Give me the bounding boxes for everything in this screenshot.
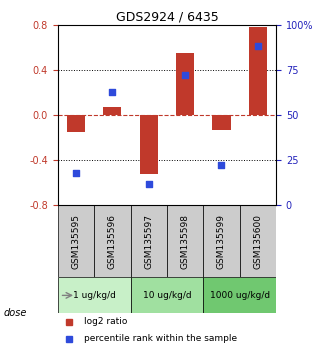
Text: GSM135595: GSM135595: [72, 214, 81, 269]
FancyBboxPatch shape: [58, 205, 94, 277]
FancyBboxPatch shape: [94, 205, 131, 277]
Point: [219, 162, 224, 168]
Bar: [176, 53, 194, 115]
Title: GDS2924 / 6435: GDS2924 / 6435: [116, 11, 218, 24]
Point: [255, 44, 260, 49]
Text: 1 ug/kg/d: 1 ug/kg/d: [73, 291, 116, 300]
Bar: [213, 115, 230, 130]
FancyBboxPatch shape: [167, 205, 203, 277]
FancyBboxPatch shape: [203, 205, 240, 277]
Text: GSM135597: GSM135597: [144, 214, 153, 269]
FancyBboxPatch shape: [203, 277, 276, 313]
Point: [146, 181, 151, 186]
Text: GSM135600: GSM135600: [253, 214, 262, 269]
Text: log2 ratio: log2 ratio: [84, 317, 127, 326]
Bar: [67, 115, 85, 132]
Text: GSM135599: GSM135599: [217, 214, 226, 269]
Text: 10 ug/kg/d: 10 ug/kg/d: [143, 291, 191, 300]
FancyBboxPatch shape: [58, 277, 131, 313]
Bar: [249, 27, 267, 115]
Bar: [140, 115, 158, 173]
Text: percentile rank within the sample: percentile rank within the sample: [84, 334, 237, 343]
Text: GSM135598: GSM135598: [181, 214, 190, 269]
Text: dose: dose: [3, 308, 27, 318]
Point: [183, 73, 188, 78]
FancyBboxPatch shape: [240, 205, 276, 277]
Text: GSM135596: GSM135596: [108, 214, 117, 269]
Bar: [103, 107, 121, 115]
FancyBboxPatch shape: [131, 277, 203, 313]
Text: 1000 ug/kg/d: 1000 ug/kg/d: [210, 291, 270, 300]
FancyBboxPatch shape: [131, 205, 167, 277]
Point: [110, 89, 115, 95]
Point: [74, 170, 79, 176]
